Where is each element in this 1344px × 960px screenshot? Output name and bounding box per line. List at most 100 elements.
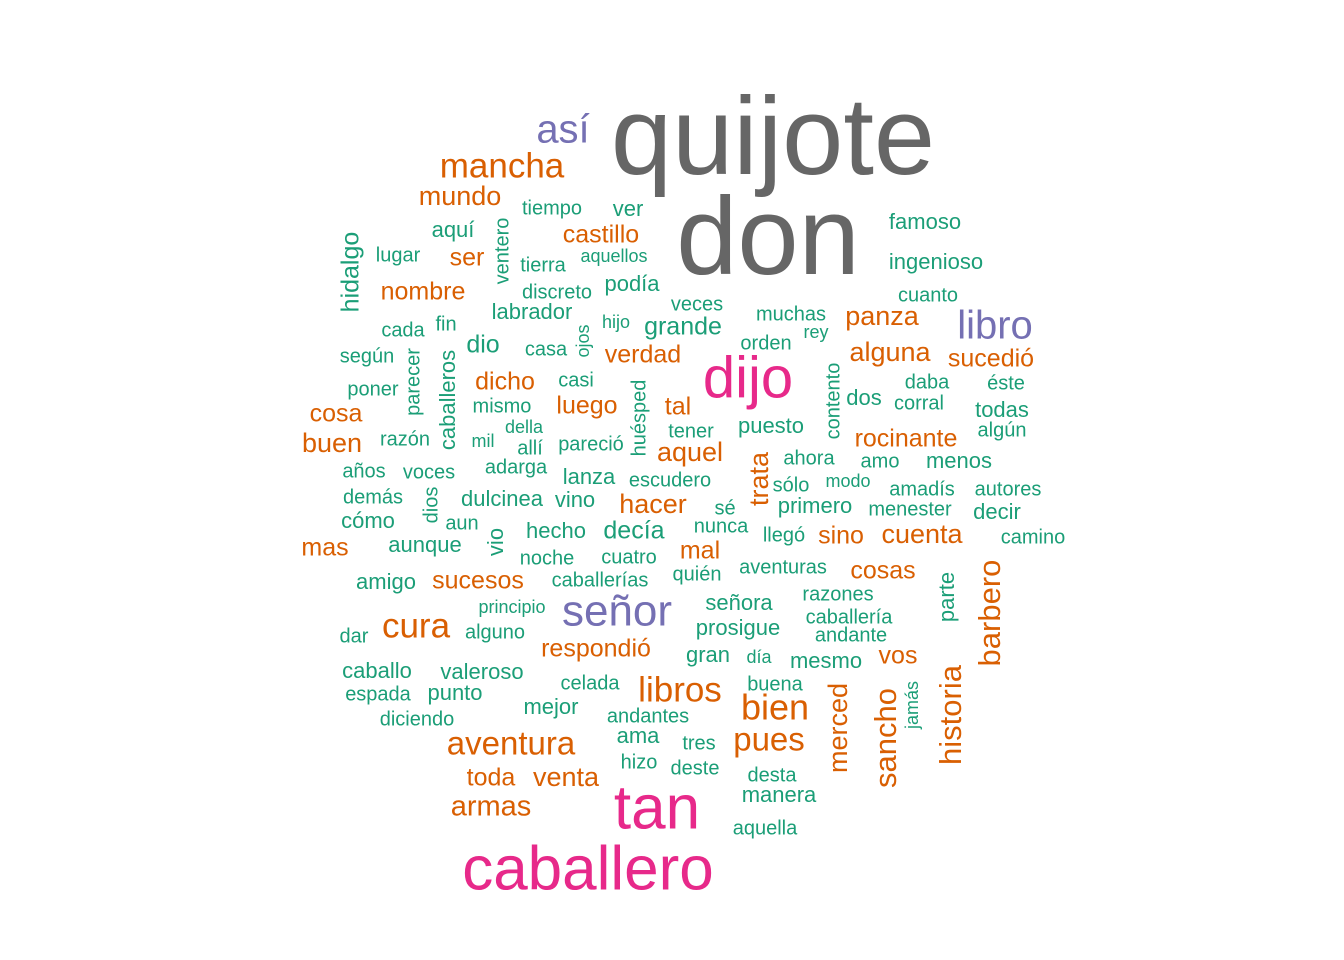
word-43: toda: [467, 764, 516, 792]
word-119: aunque: [388, 532, 461, 557]
word-73: caballeros: [435, 350, 460, 450]
word-101: modo: [825, 471, 870, 491]
word-46: tiempo: [522, 197, 582, 219]
word-56: podía: [604, 271, 660, 296]
word-116: nunca: [694, 515, 749, 537]
word-96: voces: [403, 461, 455, 483]
word-115: decía: [603, 517, 664, 545]
word-140: valeroso: [440, 659, 523, 684]
word-49: aquí: [432, 217, 475, 242]
word-107: vino: [555, 487, 595, 512]
word-1: don: [676, 175, 860, 298]
word-29: mal: [680, 537, 720, 565]
word-111: decir: [973, 499, 1021, 524]
word-60: labrador: [492, 299, 573, 324]
word-151: hizo: [621, 751, 658, 773]
word-47: ver: [613, 196, 644, 221]
word-68: dio: [466, 331, 499, 359]
word-152: deste: [671, 757, 720, 779]
word-106: dulcinea: [461, 486, 544, 511]
word-7: señor: [562, 587, 672, 636]
word-118: camino: [1001, 526, 1065, 548]
word-153: desta: [748, 764, 798, 786]
word-40: historia: [933, 664, 968, 765]
word-17: dicho: [475, 368, 535, 396]
word-18: luego: [556, 392, 617, 420]
word-98: lanza: [563, 464, 616, 489]
word-57: discreto: [522, 281, 592, 303]
word-0: quijote: [611, 75, 935, 198]
word-133: alguno: [465, 621, 525, 643]
word-150: tres: [682, 732, 715, 754]
word-71: según: [340, 345, 395, 367]
word-65: grande: [644, 313, 722, 341]
word-93: amo: [861, 450, 900, 472]
word-121: noche: [520, 547, 575, 569]
word-67: ojos: [573, 324, 593, 357]
word-128: principio: [478, 597, 545, 617]
word-2: dijo: [703, 345, 793, 410]
word-90: pareció: [558, 433, 624, 455]
word-105: dios: [420, 487, 442, 524]
word-62: cada: [381, 319, 425, 341]
word-41: aventura: [447, 725, 576, 762]
word-4: caballero: [462, 834, 714, 903]
word-130: razones: [802, 583, 873, 605]
word-16: verdad: [605, 341, 681, 369]
word-149: ama: [617, 723, 661, 748]
word-22: aquel: [657, 437, 723, 467]
word-37: bien: [741, 687, 809, 728]
word-80: huésped: [628, 380, 650, 457]
word-5: así: [536, 108, 589, 152]
word-27: cuenta: [881, 519, 963, 549]
word-145: jamás: [902, 681, 922, 730]
word-20: cosa: [310, 400, 363, 428]
word-28: mas: [301, 534, 348, 562]
word-8: mancha: [440, 146, 565, 185]
word-77: éste: [987, 372, 1025, 394]
word-76: daba: [905, 371, 950, 393]
word-131: caballería: [806, 606, 894, 628]
word-6: libro: [957, 304, 1033, 348]
word-120: vio: [483, 528, 508, 556]
word-59: veces: [671, 293, 723, 315]
word-114: hecho: [526, 518, 586, 543]
word-12: nombre: [381, 278, 466, 306]
word-154: manera: [742, 782, 817, 807]
word-100: sólo: [773, 474, 810, 496]
word-38: merced: [823, 683, 853, 773]
word-25: hacer: [619, 489, 687, 519]
word-88: mil: [472, 431, 495, 451]
word-82: corral: [894, 392, 944, 414]
word-74: casi: [558, 369, 594, 391]
word-26: sino: [818, 522, 864, 550]
word-48: famoso: [889, 209, 961, 234]
word-39: sancho: [868, 688, 903, 788]
word-99: escudero: [629, 469, 711, 491]
word-97: adarga: [485, 456, 548, 478]
word-129: señora: [705, 590, 773, 615]
word-19: tal: [665, 393, 691, 421]
word-144: punto: [427, 680, 482, 705]
word-75: contento: [822, 363, 844, 440]
word-87: razón: [380, 428, 430, 450]
word-24: trata: [744, 451, 774, 506]
word-117: llegó: [763, 524, 805, 546]
word-9: mundo: [419, 181, 502, 211]
word-61: muchas: [756, 303, 826, 325]
word-81: dos: [846, 385, 881, 410]
word-13: panza: [845, 301, 920, 331]
word-138: mesmo: [790, 648, 862, 673]
word-139: caballo: [342, 658, 412, 683]
word-70: orden: [740, 332, 791, 354]
word-11: ser: [450, 244, 485, 272]
word-55: ingenioso: [889, 249, 983, 274]
word-147: mejor: [523, 694, 578, 719]
word-45: armas: [451, 791, 532, 823]
word-53: tierra: [520, 254, 566, 276]
word-146: diciendo: [380, 708, 455, 730]
word-122: cuatro: [601, 546, 657, 568]
word-66: rey: [803, 322, 828, 342]
word-110: menester: [868, 498, 952, 520]
word-36: libros: [638, 670, 722, 709]
